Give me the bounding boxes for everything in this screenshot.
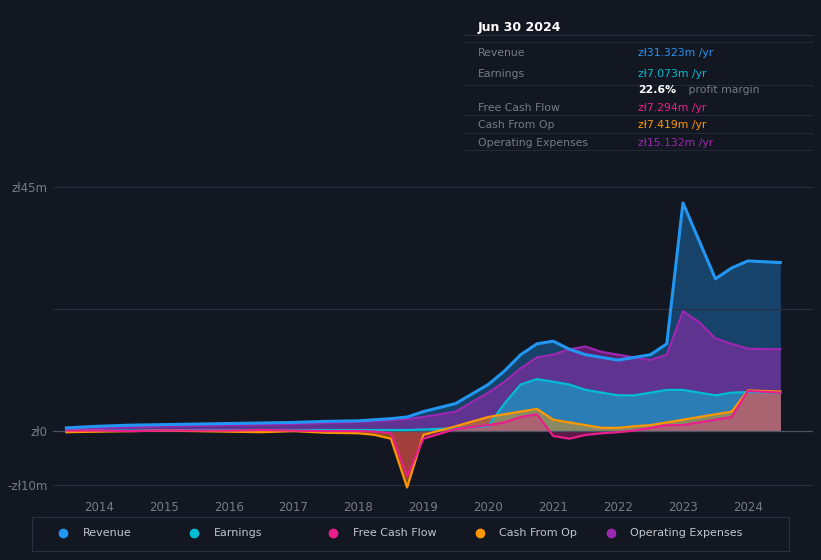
Text: Free Cash Flow: Free Cash Flow bbox=[353, 529, 436, 538]
Text: Operating Expenses: Operating Expenses bbox=[631, 529, 743, 538]
Text: zł31.323m /yr: zł31.323m /yr bbox=[639, 48, 713, 58]
Text: zł7.294m /yr: zł7.294m /yr bbox=[639, 103, 707, 113]
Text: Cash From Op: Cash From Op bbox=[478, 120, 554, 130]
Text: Revenue: Revenue bbox=[478, 48, 525, 58]
Text: Jun 30 2024: Jun 30 2024 bbox=[478, 21, 562, 34]
Text: Earnings: Earnings bbox=[478, 69, 525, 80]
Text: Operating Expenses: Operating Expenses bbox=[478, 138, 588, 148]
Text: Free Cash Flow: Free Cash Flow bbox=[478, 103, 560, 113]
Text: Cash From Op: Cash From Op bbox=[499, 529, 577, 538]
Text: Revenue: Revenue bbox=[83, 529, 131, 538]
Text: zł7.073m /yr: zł7.073m /yr bbox=[639, 69, 707, 80]
Text: zł7.419m /yr: zł7.419m /yr bbox=[639, 120, 707, 130]
Text: 22.6%: 22.6% bbox=[639, 85, 677, 95]
Text: profit margin: profit margin bbox=[686, 85, 760, 95]
Text: zł15.132m /yr: zł15.132m /yr bbox=[639, 138, 713, 148]
Text: Earnings: Earnings bbox=[213, 529, 262, 538]
